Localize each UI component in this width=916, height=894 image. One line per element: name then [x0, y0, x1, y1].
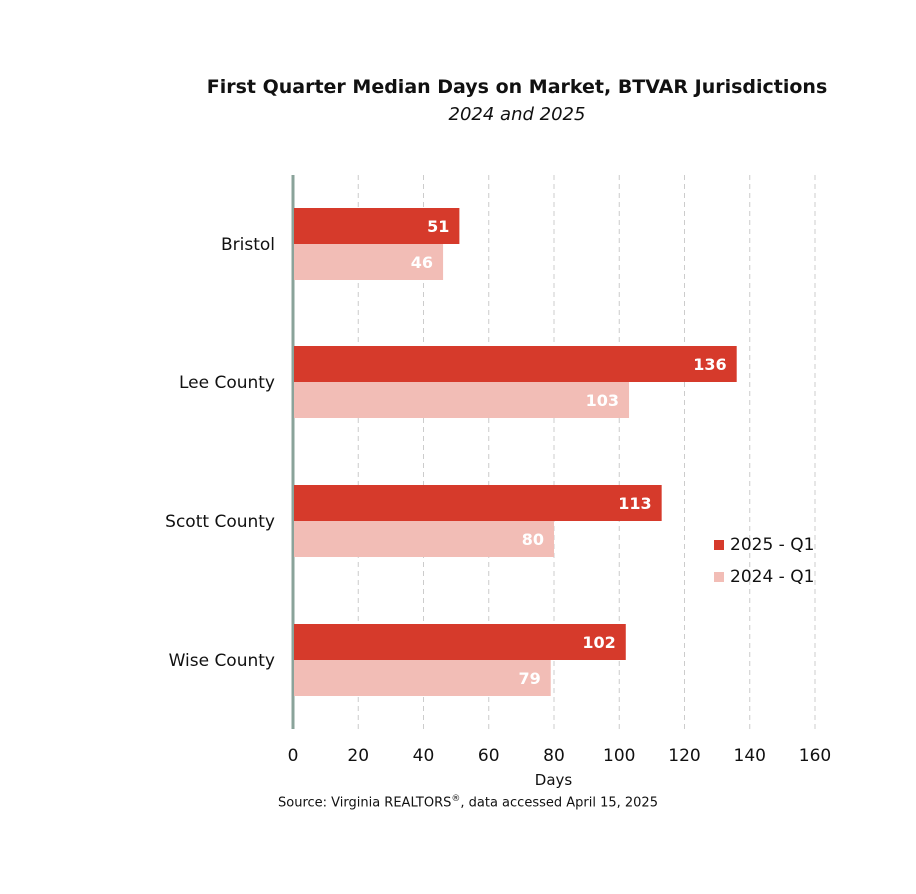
chart-title: First Quarter Median Days on Market, BTV… — [206, 76, 828, 98]
data-label: 79 — [518, 669, 540, 688]
source-suffix: , data accessed April 15, 2025 — [460, 795, 658, 811]
data-label: 51 — [427, 217, 449, 236]
bar-2025 — [294, 208, 460, 244]
bar-2025 — [294, 485, 662, 521]
bar-2024 — [294, 521, 554, 557]
legend-item-2024: 2024 - Q1 — [714, 567, 814, 587]
bar-2024 — [294, 382, 630, 418]
x-tick-label: 0 — [288, 746, 299, 766]
category-label: Scott County — [165, 512, 275, 532]
category-label: Lee County — [179, 373, 275, 393]
category-label: Bristol — [221, 235, 275, 255]
x-tick-label: 40 — [413, 746, 435, 766]
registered-mark: ® — [451, 794, 461, 804]
x-tick-label: 100 — [603, 746, 635, 766]
x-tick-label: 120 — [668, 746, 700, 766]
data-label: 113 — [618, 494, 651, 513]
data-label: 136 — [693, 355, 726, 374]
x-axis-label: Days — [534, 771, 573, 789]
source-note: Source: Virginia REALTORS®, data accesse… — [0, 794, 916, 810]
legend-label-2024: 2024 - Q1 — [730, 567, 815, 587]
legend-item-2025: 2025 - Q1 — [714, 535, 814, 555]
data-label: 80 — [522, 530, 544, 549]
legend-swatch-2024 — [714, 572, 724, 582]
bar-2025 — [294, 346, 737, 382]
x-tick-label: 160 — [799, 746, 831, 766]
x-tick-label: 60 — [478, 746, 500, 766]
legend-swatch-2025 — [714, 540, 724, 550]
bar-2024 — [294, 660, 551, 696]
data-label: 102 — [582, 633, 615, 652]
x-tick-label: 20 — [347, 746, 369, 766]
source-text: Source: Virginia REALTORS — [278, 795, 452, 811]
legend-label-2025: 2025 - Q1 — [730, 535, 815, 555]
x-tick-label: 140 — [734, 746, 766, 766]
data-label: 103 — [586, 391, 619, 410]
x-tick-label: 80 — [543, 746, 565, 766]
category-label: Wise County — [169, 651, 275, 671]
chart-subtitle: 2024 and 2025 — [448, 104, 586, 125]
bar-2025 — [294, 624, 626, 660]
bar-2024 — [294, 244, 444, 280]
data-label: 46 — [411, 253, 433, 272]
